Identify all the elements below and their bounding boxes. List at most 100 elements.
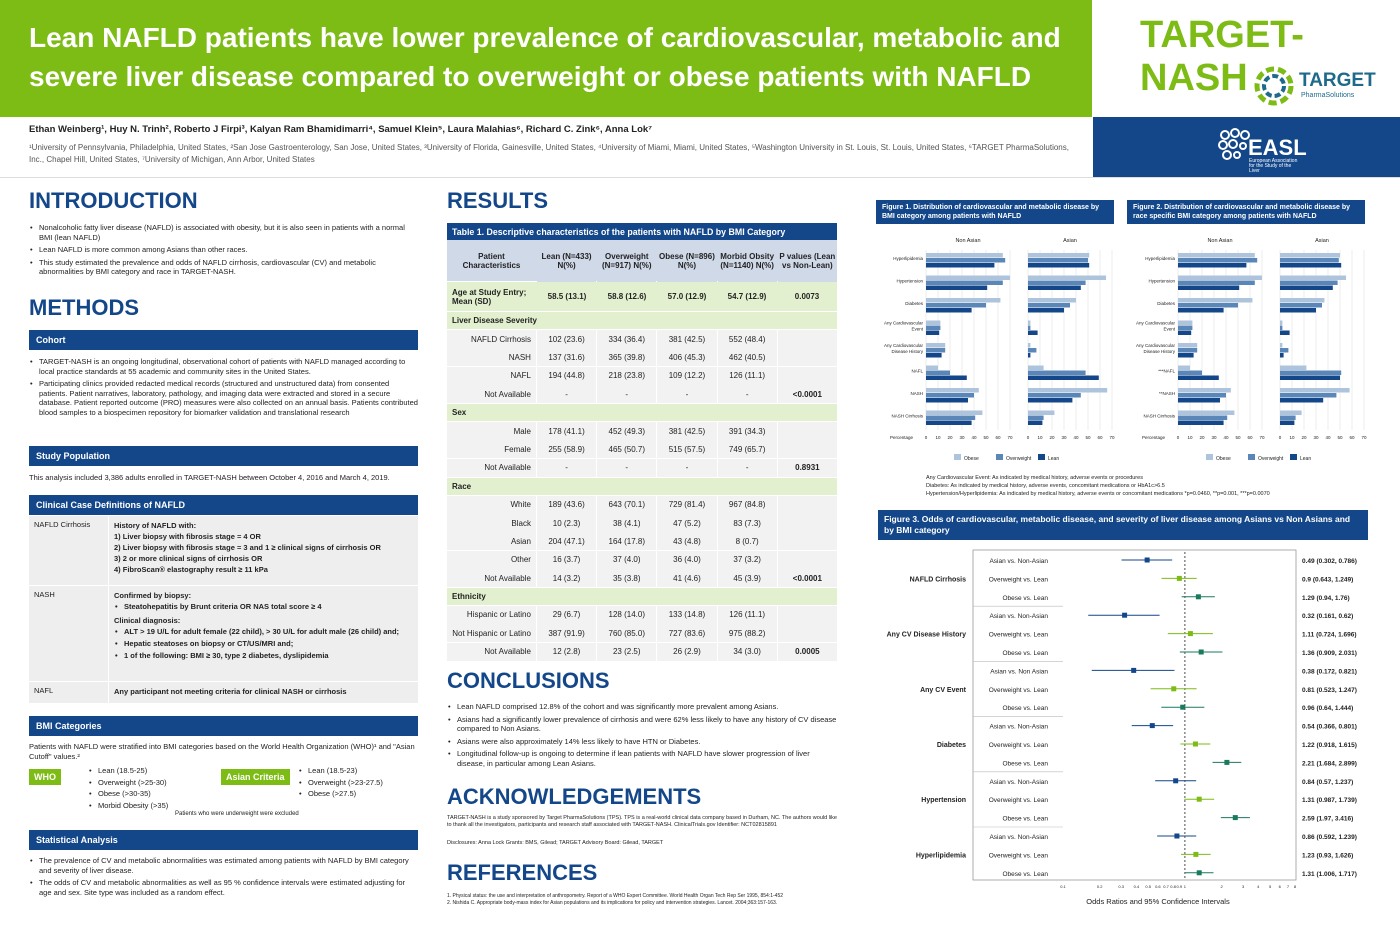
table-row: Not Available 14 (3.2) 35 (3.8) 41 (4.6) 45 … bbox=[447, 569, 837, 588]
bar bbox=[1178, 343, 1198, 348]
bar bbox=[1280, 330, 1290, 335]
table-cell: 58.8 (12.6) bbox=[607, 292, 647, 301]
table-cell: Not Available bbox=[447, 458, 536, 477]
category-label: NAFL bbox=[911, 369, 923, 374]
population-bar: Study Population bbox=[29, 446, 418, 466]
tick-label: 70 bbox=[1259, 435, 1265, 440]
table-cell: 0.8931 bbox=[777, 458, 837, 477]
table-row-age: Age at Study Entry; Mean (SD) 58.5 (13.1… bbox=[447, 282, 837, 312]
axis-label: Odds Ratios and 95% Confidence Intervals bbox=[1086, 897, 1230, 906]
bar bbox=[1028, 298, 1076, 303]
table-cell: 35 (3.8) bbox=[597, 569, 657, 588]
bar bbox=[1280, 410, 1302, 415]
bar bbox=[1280, 375, 1340, 380]
bar bbox=[926, 365, 938, 370]
or-point bbox=[1174, 833, 1180, 839]
legend-swatch bbox=[954, 454, 961, 460]
tick-label: 0.5 bbox=[1145, 884, 1151, 889]
table-cell: 334 (36.4) bbox=[597, 330, 657, 349]
table-cell: Not Available bbox=[447, 569, 536, 588]
table-cell: Female bbox=[447, 440, 536, 459]
bar bbox=[926, 410, 983, 415]
table-cell bbox=[777, 532, 837, 551]
category-label: ***NAFL bbox=[1158, 369, 1175, 374]
panel-title: Non Asian bbox=[1207, 238, 1232, 244]
list-item: Lean (18.5-23) bbox=[298, 766, 418, 776]
table-cell bbox=[777, 330, 837, 349]
bar bbox=[1280, 343, 1283, 348]
bar bbox=[926, 343, 946, 348]
list-item: Asians were also approximately 14% less … bbox=[447, 737, 837, 747]
bar bbox=[926, 308, 972, 313]
who-tag: WHO bbox=[29, 769, 61, 785]
list-item: Overweight (>25-30) bbox=[88, 778, 208, 788]
bar bbox=[1178, 253, 1255, 258]
table-cell: 515 (57.5) bbox=[657, 440, 717, 459]
def-bullet: Hepatic steatoses on biopsy or CT/US/MRI… bbox=[114, 638, 413, 649]
list-item: Lean (18.5-25) bbox=[88, 766, 208, 776]
category-label: NASH bbox=[910, 391, 923, 396]
or-point bbox=[1195, 594, 1201, 600]
table-row: NAFL 194 (44.8) 218 (23.8) 109 (12.2) 126 (1… bbox=[447, 366, 837, 386]
bar bbox=[1028, 330, 1038, 335]
list-item: Lean NAFLD is more common among Asians t… bbox=[29, 245, 418, 255]
tick-label: 20 bbox=[1049, 435, 1055, 440]
bar bbox=[1028, 303, 1070, 308]
table-section-title: Liver Disease Severity bbox=[452, 316, 537, 326]
bar bbox=[1178, 275, 1262, 280]
cohort-bar: Cohort bbox=[29, 330, 418, 350]
row-label: Asian vs. Non Asian bbox=[990, 668, 1048, 675]
def-key: NAFLD Cirrhosis bbox=[29, 516, 108, 585]
tick-label: 10 bbox=[935, 435, 941, 440]
table-cell: NAFLD Cirrhosis bbox=[447, 330, 536, 349]
bar bbox=[926, 298, 1001, 303]
intro-list: Nonalcoholic fatty liver disease (NAFLD)… bbox=[29, 223, 418, 280]
bar bbox=[1178, 415, 1228, 420]
legend-swatch bbox=[1206, 454, 1213, 460]
bar bbox=[1280, 303, 1322, 308]
bar bbox=[1280, 275, 1346, 280]
def-line: 1) Liver biopsy with fibrosis stage = 4 … bbox=[114, 532, 261, 541]
or-point bbox=[1193, 851, 1199, 857]
fig3-caption: Figure 3. Odds of cardiovascular, metabo… bbox=[878, 510, 1368, 540]
bar bbox=[1178, 375, 1219, 380]
list-item: TARGET-NASH is an ongoing longitudinal, … bbox=[29, 357, 418, 376]
bar bbox=[1178, 370, 1202, 375]
author-list: Ethan Weinberg¹, Huy N. Trinh², Roberto … bbox=[29, 124, 653, 135]
or-value: 0.32 (0.161, 0.62) bbox=[1302, 613, 1353, 620]
bar bbox=[1178, 353, 1194, 358]
table-row: Not Available 12 (2.8) 23 (2.5) 26 (2.9) 34 … bbox=[447, 642, 837, 662]
bar bbox=[926, 320, 941, 325]
table-cell: 760 (85.0) bbox=[597, 624, 657, 643]
bmi-bar: BMI Categories bbox=[29, 716, 418, 736]
tick-label: 70 bbox=[1007, 435, 1013, 440]
row-label: Obese vs. Lean bbox=[1002, 871, 1048, 878]
bar bbox=[1178, 393, 1226, 398]
bar bbox=[1028, 308, 1064, 313]
forest-plot: NAFLD Cirrhosis Any CV Disease History Any… bbox=[887, 549, 1357, 906]
bar bbox=[1028, 258, 1088, 263]
table-cell: 462 (40.5) bbox=[717, 348, 777, 367]
tick-label: 40 bbox=[1073, 435, 1079, 440]
table-cell: 643 (70.1) bbox=[597, 495, 657, 514]
bar bbox=[926, 370, 950, 375]
table-cell: 47 (5.2) bbox=[657, 514, 717, 532]
table-cell: 83 (7.3) bbox=[717, 514, 777, 532]
table-cell: - bbox=[536, 458, 597, 477]
table-header: Lean (N=433) N(%) bbox=[536, 239, 597, 282]
table-section-title: Sex bbox=[452, 408, 467, 418]
table-body: Liver Disease Severity NAFLD Cirrhosis 102… bbox=[447, 312, 837, 662]
def-bullet: ALT > 19 U/L for adult female (22 child)… bbox=[114, 626, 413, 637]
conclusions-heading: CONCLUSIONS bbox=[447, 668, 610, 693]
table-cell: 406 (45.3) bbox=[657, 348, 717, 367]
row-label: Obese vs. Lean bbox=[1002, 595, 1048, 602]
figure-note: Diabetes: As indicated by medical histor… bbox=[926, 483, 1165, 489]
table-cell: 975 (88.2) bbox=[717, 624, 777, 643]
list-item: This study estimated the prevalence and … bbox=[29, 258, 418, 277]
bar bbox=[926, 258, 1006, 263]
table-cell: 729 (81.4) bbox=[657, 495, 717, 514]
bar bbox=[1178, 308, 1224, 313]
table-cell bbox=[777, 495, 837, 514]
list-item: The odds of CV and metabolic abnormaliti… bbox=[29, 878, 418, 897]
table-cell: 204 (47.1) bbox=[536, 532, 597, 551]
